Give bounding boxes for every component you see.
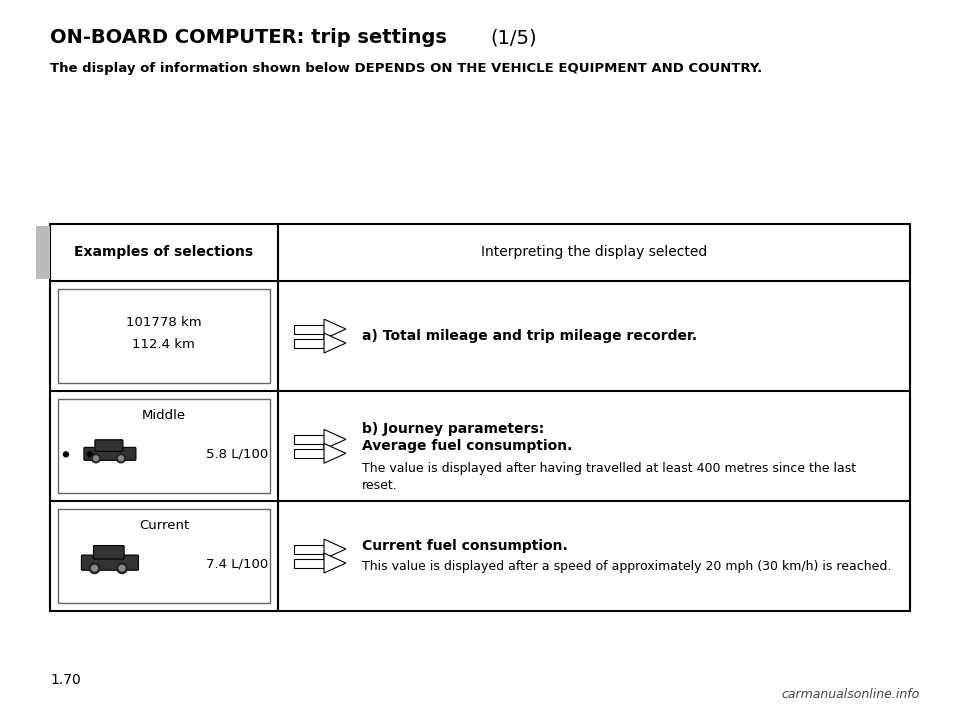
Text: The value is displayed after having travelled at least 400 metres since the last: The value is displayed after having trav… [362, 462, 856, 492]
Circle shape [87, 452, 92, 457]
Polygon shape [324, 444, 346, 463]
Bar [294, 339, 324, 348]
Circle shape [93, 456, 98, 461]
Bar [36, 226, 50, 279]
Polygon shape [324, 553, 346, 573]
Polygon shape [324, 320, 346, 339]
Text: 1.70: 1.70 [50, 673, 81, 687]
Bar [294, 435, 324, 444]
Text: Current: Current [139, 519, 189, 532]
Bar [294, 559, 324, 567]
Text: a) Total mileage and trip mileage recorder.: a) Total mileage and trip mileage record… [362, 329, 697, 343]
Text: Middle: Middle [142, 409, 186, 422]
Text: carmanualsonline.info: carmanualsonline.info [781, 689, 920, 701]
Text: Interpreting the display selected: Interpreting the display selected [481, 245, 708, 259]
Text: This value is displayed after a speed of approximately 20 mph (30 km/h) is reach: This value is displayed after a speed of… [362, 559, 891, 572]
Bar [58, 399, 270, 493]
FancyBboxPatch shape [93, 545, 124, 559]
Text: 5.8 L/100: 5.8 L/100 [205, 448, 268, 461]
Circle shape [89, 563, 100, 574]
Circle shape [117, 563, 128, 574]
Bar [294, 545, 324, 554]
Polygon shape [324, 333, 346, 353]
Circle shape [116, 454, 126, 463]
Circle shape [91, 454, 100, 463]
Polygon shape [324, 430, 346, 449]
FancyBboxPatch shape [82, 555, 138, 570]
Circle shape [91, 565, 97, 571]
Circle shape [119, 565, 125, 571]
Bar [294, 449, 324, 458]
Text: Average fuel consumption.: Average fuel consumption. [362, 439, 572, 454]
Text: b) Journey parameters:: b) Journey parameters: [362, 422, 544, 437]
Text: 112.4 km: 112.4 km [132, 337, 195, 351]
Text: (1/5): (1/5) [490, 28, 537, 47]
Circle shape [63, 452, 68, 457]
Bar [58, 289, 270, 383]
Text: 101778 km: 101778 km [126, 315, 202, 329]
Polygon shape [324, 539, 346, 559]
FancyBboxPatch shape [84, 447, 136, 460]
Text: Current fuel consumption.: Current fuel consumption. [362, 539, 567, 553]
Bar [58, 510, 270, 603]
Text: ON-BOARD COMPUTER: trip settings: ON-BOARD COMPUTER: trip settings [50, 28, 454, 47]
Text: 7.4 L/100: 7.4 L/100 [205, 557, 268, 571]
Text: Examples of selections: Examples of selections [74, 245, 253, 259]
Text: The display of information shown below DEPENDS ON THE VEHICLE EQUIPMENT AND COUN: The display of information shown below D… [50, 62, 762, 75]
Bar [50, 224, 910, 611]
Circle shape [118, 456, 123, 461]
FancyBboxPatch shape [95, 439, 123, 452]
Bar [294, 324, 324, 334]
